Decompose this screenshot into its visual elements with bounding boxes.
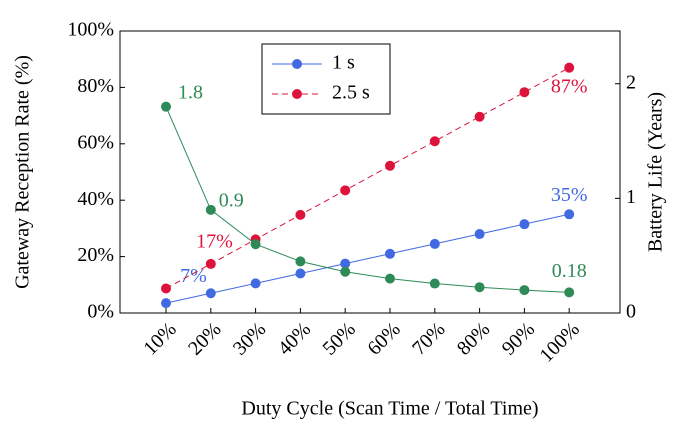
y-tick-label: 0%: [87, 301, 114, 323]
y-tick-label: 60%: [77, 131, 114, 153]
y-tick-label: 80%: [77, 75, 114, 97]
series-point: [161, 101, 171, 112]
series-point: [205, 288, 216, 299]
y2-axis-label: Battery Life (Years): [645, 92, 667, 252]
x-axis-label: Duty Cycle (Scan Time / Total Time): [241, 398, 538, 420]
plot-frame: [119, 30, 621, 314]
series-point: [250, 278, 261, 289]
data-label: 0.9: [219, 189, 244, 211]
series-line: [165, 106, 570, 293]
series-point: [474, 111, 485, 122]
series-point: [429, 278, 440, 289]
series-point: [205, 204, 216, 215]
x-tick-label: 80%: [453, 318, 494, 359]
series-point: [519, 87, 530, 98]
series-point: [519, 219, 530, 230]
series-point: [385, 160, 395, 171]
x-tick-label: 60%: [363, 318, 404, 359]
series-point: [161, 283, 171, 294]
series-point: [205, 258, 216, 269]
x-tick-label: 10%: [139, 318, 180, 359]
x-tick-label: 100%: [535, 318, 584, 367]
x-tick-label: 70%: [408, 318, 449, 359]
series-point: [340, 266, 351, 277]
y-tick-label: 100%: [67, 19, 114, 41]
y-tick-label: 40%: [77, 188, 114, 210]
y2-tick-label: 0: [626, 301, 636, 323]
data-label: 7%: [180, 265, 207, 287]
legend-box: [261, 43, 391, 115]
series-point: [564, 62, 575, 73]
data-label: 35%: [551, 184, 588, 206]
series-point: [519, 285, 530, 296]
data-label: 17%: [196, 231, 233, 253]
series-line: [165, 213, 570, 304]
x-tick-label: 50%: [318, 318, 359, 359]
y-axis-label: Gateway Reception Rate (%): [12, 55, 34, 289]
series-point: [474, 229, 485, 240]
x-tick-label: 20%: [184, 318, 225, 359]
series-point: [295, 209, 306, 220]
series-point: [429, 136, 440, 147]
legend-label: 2.5 s: [332, 82, 370, 104]
data-label: 0.18: [552, 260, 587, 282]
series-line: [165, 67, 570, 289]
series-point: [295, 268, 306, 279]
y2-tick-label: 1: [626, 186, 636, 208]
series-point: [340, 185, 351, 196]
series-point: [385, 273, 395, 284]
data-label: 1.8: [178, 81, 203, 103]
x-tick-label: 90%: [498, 318, 539, 359]
x-tick-label: 40%: [274, 318, 315, 359]
x-tick-label: 30%: [229, 318, 270, 359]
legend-marker: [292, 59, 302, 69]
series-point: [295, 256, 306, 267]
series-point: [340, 258, 351, 269]
legend-marker: [292, 89, 302, 99]
series-point: [250, 239, 261, 250]
y2-tick-label: 2: [626, 71, 636, 93]
series-point: [161, 298, 171, 309]
series-point: [564, 287, 575, 298]
series-point: [429, 238, 440, 249]
series-point: [474, 282, 485, 293]
series-point: [385, 248, 395, 259]
series-point: [564, 209, 575, 220]
legend-label: 1 s: [332, 52, 355, 74]
data-label: 87%: [551, 75, 588, 97]
y-tick-label: 20%: [77, 244, 114, 266]
